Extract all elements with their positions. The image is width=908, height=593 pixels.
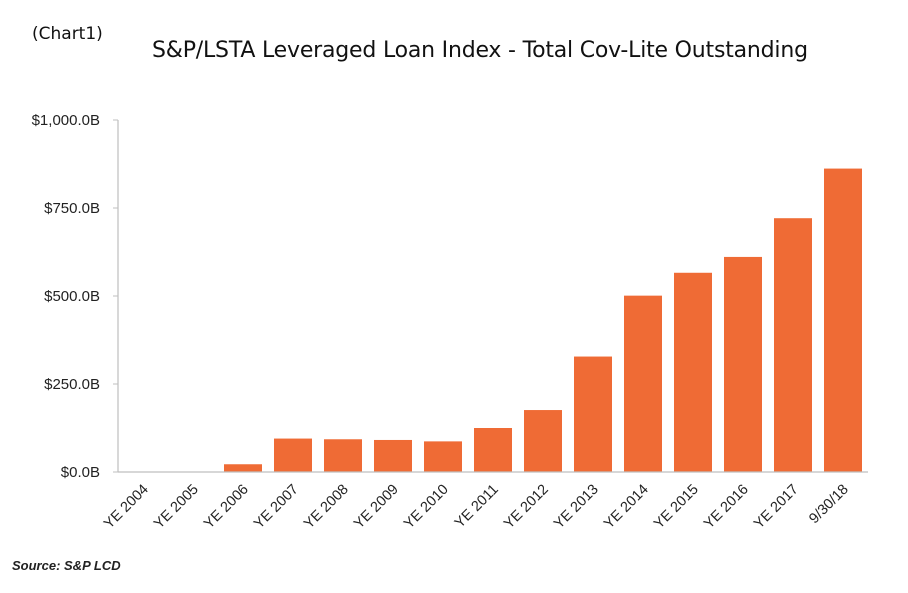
bar (224, 464, 262, 472)
x-tick-label: YE 2016 (701, 482, 752, 533)
figure-label: (Chart1) (32, 24, 103, 44)
bar (424, 441, 462, 472)
bars-group (224, 168, 862, 473)
x-tick-label: YE 2004 (101, 482, 152, 533)
bar (624, 295, 662, 472)
bar (774, 218, 812, 472)
x-tick-label: YE 2017 (751, 482, 802, 533)
y-tick-label: $500.0B (44, 288, 100, 305)
x-tick-label: YE 2015 (651, 482, 702, 533)
x-axis: YE 2004 YE 2005 YE 2006 YE 2007 YE 2008 YE 20… (101, 482, 852, 533)
x-tick-label: YE 2013 (551, 482, 602, 533)
bar (824, 168, 862, 473)
y-tick-label: $1,000.0B (32, 112, 100, 129)
x-tick-label: YE 2008 (301, 482, 352, 533)
y-tick-label: $0.0B (61, 464, 100, 481)
x-tick-label: YE 2006 (201, 482, 252, 533)
x-tick-label: YE 2014 (601, 482, 652, 533)
x-tick-label: YE 2010 (401, 482, 452, 533)
bar (274, 438, 312, 472)
x-tick-label: YE 2009 (351, 482, 402, 533)
bar (324, 439, 362, 472)
x-tick-label: YE 2011 (452, 482, 502, 532)
x-tick-label: YE 2007 (251, 482, 302, 533)
y-tick-label: $250.0B (44, 376, 100, 393)
bar (474, 428, 512, 472)
y-tick-label: $750.0B (44, 200, 100, 217)
bar (374, 439, 412, 472)
source-note: Source: S&P LCD (12, 558, 121, 573)
y-axis: $0.0B $250.0B $500.0B $750.0B $1,000.0B (32, 112, 118, 481)
chart-title: S&P/LSTA Leveraged Loan Index - Total Co… (152, 38, 808, 63)
x-tick-label: YE 2005 (151, 482, 202, 533)
bar (724, 256, 762, 472)
x-tick-label: 9/30/18 (806, 482, 852, 528)
bar (674, 272, 712, 472)
bar (574, 356, 612, 472)
bar (524, 410, 562, 472)
x-tick-label: YE 2012 (501, 482, 552, 533)
